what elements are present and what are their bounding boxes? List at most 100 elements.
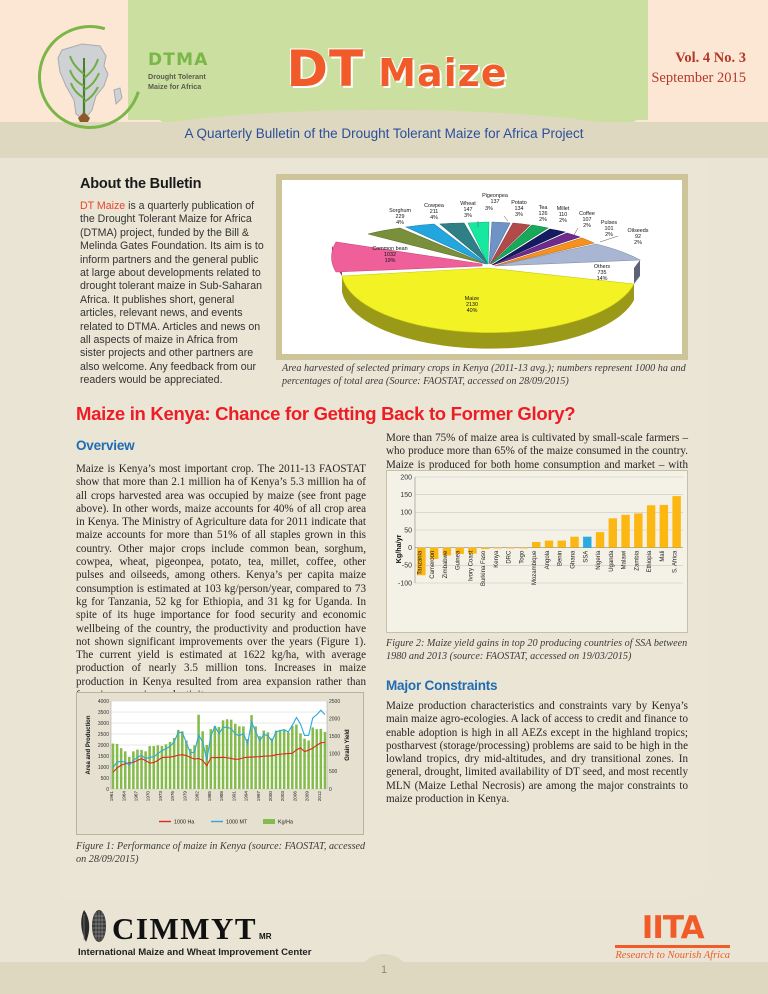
svg-text:-50: -50 [402, 563, 412, 570]
svg-text:19%: 19% [385, 258, 396, 264]
svg-text:3%: 3% [464, 213, 472, 219]
svg-text:1994: 1994 [244, 791, 249, 802]
svg-text:1000: 1000 [329, 752, 340, 758]
svg-text:S. Africa: S. Africa [673, 550, 679, 573]
svg-text:1961: 1961 [109, 791, 114, 802]
svg-text:2009: 2009 [305, 791, 310, 802]
svg-text:1500: 1500 [98, 754, 109, 760]
svg-text:1982: 1982 [195, 791, 200, 802]
svg-text:14%: 14% [597, 276, 608, 282]
iita-tagline: Research to Nourish Africa [615, 949, 730, 961]
overview-paragraph-1: Maize is Kenya’s most important crop. Th… [76, 463, 366, 701]
svg-text:Cowpea: Cowpea [424, 203, 444, 209]
svg-text:40%: 40% [467, 308, 478, 314]
svg-text:1997: 1997 [256, 791, 261, 802]
svg-text:200: 200 [400, 474, 412, 481]
figure2-svg: -100 -50 0 50 100 150 200 Tanzania Cameroon Zimb… [394, 474, 683, 587]
svg-text:Zimbabwe: Zimbabwe [443, 550, 449, 578]
svg-text:Millet: Millet [557, 206, 570, 212]
svg-text:500: 500 [101, 776, 110, 782]
svg-text:2%: 2% [583, 223, 591, 229]
svg-text:0: 0 [329, 787, 332, 793]
svg-text:Burkina Faso: Burkina Faso [481, 550, 487, 586]
svg-text:Pigeonpea: Pigeonpea [482, 193, 508, 199]
svg-text:4%: 4% [430, 215, 438, 221]
svg-text:Sorghum: Sorghum [389, 208, 411, 214]
bulletin-tagline: A Quarterly Bulletin of the Drought Tole… [184, 126, 584, 141]
svg-text:2012: 2012 [317, 791, 322, 802]
svg-text:229: 229 [396, 214, 405, 220]
svg-text:2130: 2130 [466, 302, 478, 308]
cimmyt-trademark: MR [259, 932, 272, 941]
header-cream-curve [125, 110, 645, 158]
about-the-bulletin: About the Bulletin DT Maize is a quarter… [80, 176, 265, 388]
svg-text:1000: 1000 [98, 765, 109, 771]
svg-text:3500: 3500 [98, 710, 109, 716]
svg-text:2500: 2500 [329, 699, 340, 705]
about-title: About the Bulletin [80, 176, 202, 192]
svg-text:110: 110 [559, 212, 568, 218]
masthead-dt: DT [286, 40, 365, 98]
svg-text:SSA: SSA [583, 551, 589, 563]
svg-text:126: 126 [539, 211, 548, 217]
svg-text:1985: 1985 [207, 791, 212, 802]
svg-text:Mozambique: Mozambique [532, 550, 538, 585]
svg-text:Kenya: Kenya [494, 550, 500, 568]
iita-underline [615, 945, 730, 948]
svg-text:Pulses: Pulses [601, 220, 617, 226]
svg-text:2%: 2% [605, 232, 613, 238]
svg-text:Others: Others [594, 264, 610, 270]
svg-text:Wheat: Wheat [460, 201, 476, 207]
svg-text:50: 50 [404, 527, 412, 534]
svg-text:1973: 1973 [158, 791, 163, 802]
figure1-svg: 0 500 1000 1500 2000 2500 3000 3500 4000 0 500 100… [86, 699, 351, 826]
svg-text:DRC: DRC [507, 550, 513, 564]
svg-text:1032: 1032 [384, 252, 396, 258]
dtma-acronym: DTMA [148, 50, 209, 70]
issue-info: Vol. 4 No. 3 September 2015 [651, 50, 746, 87]
overview-heading: Overview [76, 438, 135, 453]
svg-text:Tanzania: Tanzania [417, 550, 423, 575]
svg-text:1500: 1500 [329, 734, 340, 740]
iita-wordmark: IITA [641, 910, 705, 946]
svg-text:0: 0 [106, 787, 109, 793]
svg-text:Tea: Tea [539, 205, 548, 211]
svg-text:2000: 2000 [329, 716, 340, 722]
svg-text:211: 211 [430, 209, 439, 215]
svg-text:150: 150 [400, 492, 412, 499]
svg-text:100: 100 [400, 510, 412, 517]
figure2-chart: -100 -50 0 50 100 150 200 Tanzania Cameroon Zimb… [386, 470, 688, 633]
svg-text:4000: 4000 [98, 699, 109, 705]
svg-text:Togo: Togo [519, 550, 525, 564]
maize-cob-icon [78, 908, 112, 944]
svg-text:4%: 4% [396, 220, 404, 226]
dtma-tagline-line1: Drought Tolerant [148, 72, 206, 81]
about-body-text: is a quarterly publication of the Drough… [80, 200, 264, 387]
svg-text:2%: 2% [559, 218, 567, 224]
dtma-tagline-line2: Maize for Africa [148, 81, 202, 91]
page-number: 1 [380, 964, 388, 976]
page-footer: CIMMYT MR International Maize and Wheat … [0, 898, 768, 994]
svg-text:1000 MT: 1000 MT [226, 820, 248, 826]
svg-text:2%: 2% [634, 240, 642, 246]
constraints-body: Maize production characteristics and con… [386, 700, 688, 806]
svg-text:2500: 2500 [98, 732, 109, 738]
content-panel: About the Bulletin DT Maize is a quarter… [62, 160, 706, 900]
page-header: DTMA Drought Tolerant Maize for Africa D… [0, 0, 768, 158]
svg-text:1970: 1970 [146, 791, 151, 802]
svg-text:1988: 1988 [219, 791, 224, 802]
svg-text:500: 500 [329, 769, 338, 775]
issue-date: September 2015 [651, 70, 746, 86]
about-brand-name: DT Maize [80, 200, 126, 212]
svg-text:Malawi: Malawi [622, 551, 628, 570]
svg-text:107: 107 [583, 217, 592, 223]
svg-text:2000: 2000 [98, 743, 109, 749]
svg-text:735: 735 [598, 270, 607, 276]
svg-text:0: 0 [408, 545, 412, 552]
svg-text:2000: 2000 [268, 791, 273, 802]
figure1-chart: 0 500 1000 1500 2000 2500 3000 3500 4000 0 500 100… [76, 692, 364, 835]
svg-text:Cameroon: Cameroon [430, 551, 436, 579]
figure1-ylabel: Area and Production [86, 715, 92, 774]
svg-text:Coffee: Coffee [579, 211, 595, 217]
svg-text:3%: 3% [485, 206, 493, 212]
